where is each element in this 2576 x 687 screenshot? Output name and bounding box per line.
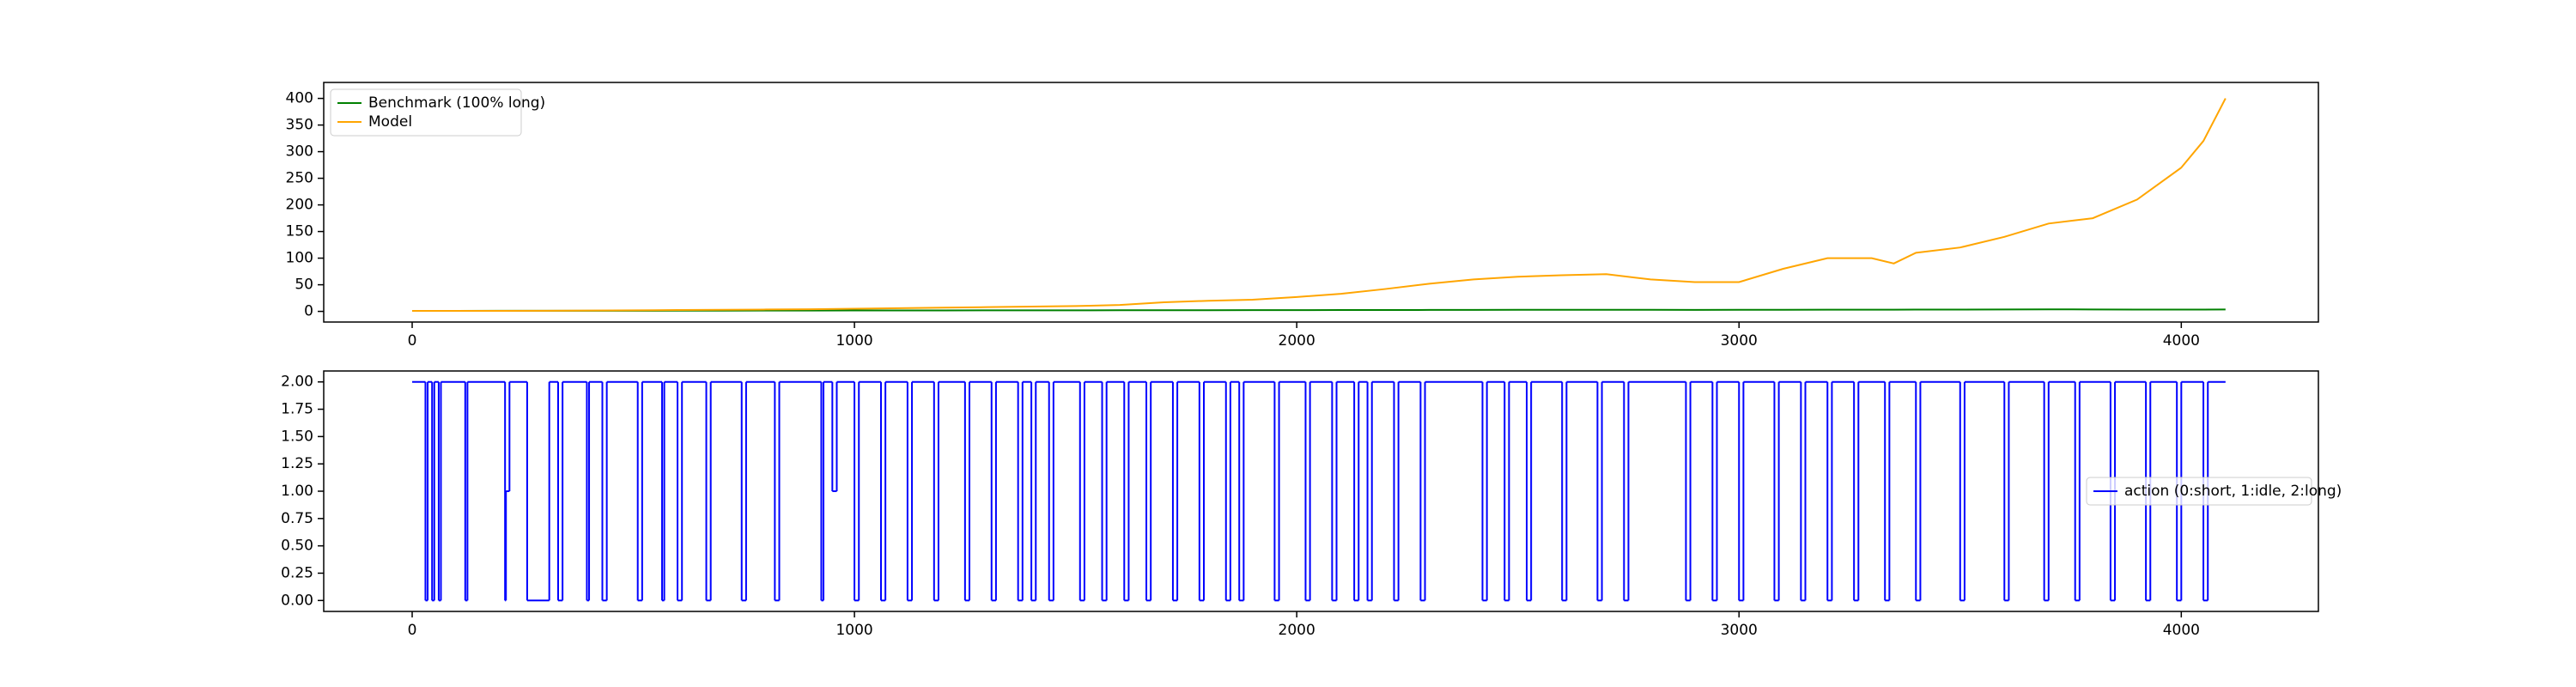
y-tick-label: 50: [295, 277, 313, 294]
y-tick-label: 0.25: [281, 564, 313, 581]
x-tick-label: 0: [408, 622, 417, 639]
y-tick-label: 250: [286, 170, 313, 187]
y-tick-label: 300: [286, 143, 313, 161]
y-tick-label: 2.00: [281, 374, 313, 391]
y-tick-label: 200: [286, 197, 313, 214]
axes-frame: [323, 370, 2319, 612]
line: [412, 308, 2226, 312]
x-tick-label: 3000: [1721, 622, 1758, 639]
x-tick-label: 2000: [1279, 332, 1315, 350]
x-tick-label: 2000: [1279, 622, 1315, 639]
x-tick-label: 4000: [2163, 332, 2200, 350]
axes-frame: [323, 82, 2319, 323]
y-tick-label: 100: [286, 250, 313, 267]
y-tick-label: 0: [304, 303, 313, 320]
x-tick-label: 1000: [835, 622, 872, 639]
y-tick-label: 0.50: [281, 538, 313, 555]
x-tick-label: 0: [408, 332, 417, 350]
y-tick-label: 1.75: [281, 401, 313, 418]
y-tick-label: 0.75: [281, 510, 313, 527]
legend-label: Benchmark (100% long): [368, 94, 545, 112]
y-tick-label: 350: [286, 117, 313, 134]
y-tick-label: 1.25: [281, 455, 313, 472]
legend-box: [330, 88, 522, 137]
legend-label: Model: [368, 113, 412, 131]
legend-box: [2086, 477, 2312, 506]
x-tick-label: 4000: [2163, 622, 2200, 639]
legend-label: action (0:short, 1:idle, 2:long): [2124, 483, 2342, 500]
line: [412, 98, 2227, 312]
y-tick-label: 150: [286, 223, 313, 240]
x-tick-label: 1000: [835, 332, 872, 350]
y-tick-label: 400: [286, 90, 313, 107]
step-line: [412, 380, 2226, 602]
x-tick-label: 3000: [1721, 332, 1758, 350]
y-tick-label: 1.00: [281, 483, 313, 500]
y-tick-label: 1.50: [281, 428, 313, 445]
y-tick-label: 0.00: [281, 592, 313, 609]
